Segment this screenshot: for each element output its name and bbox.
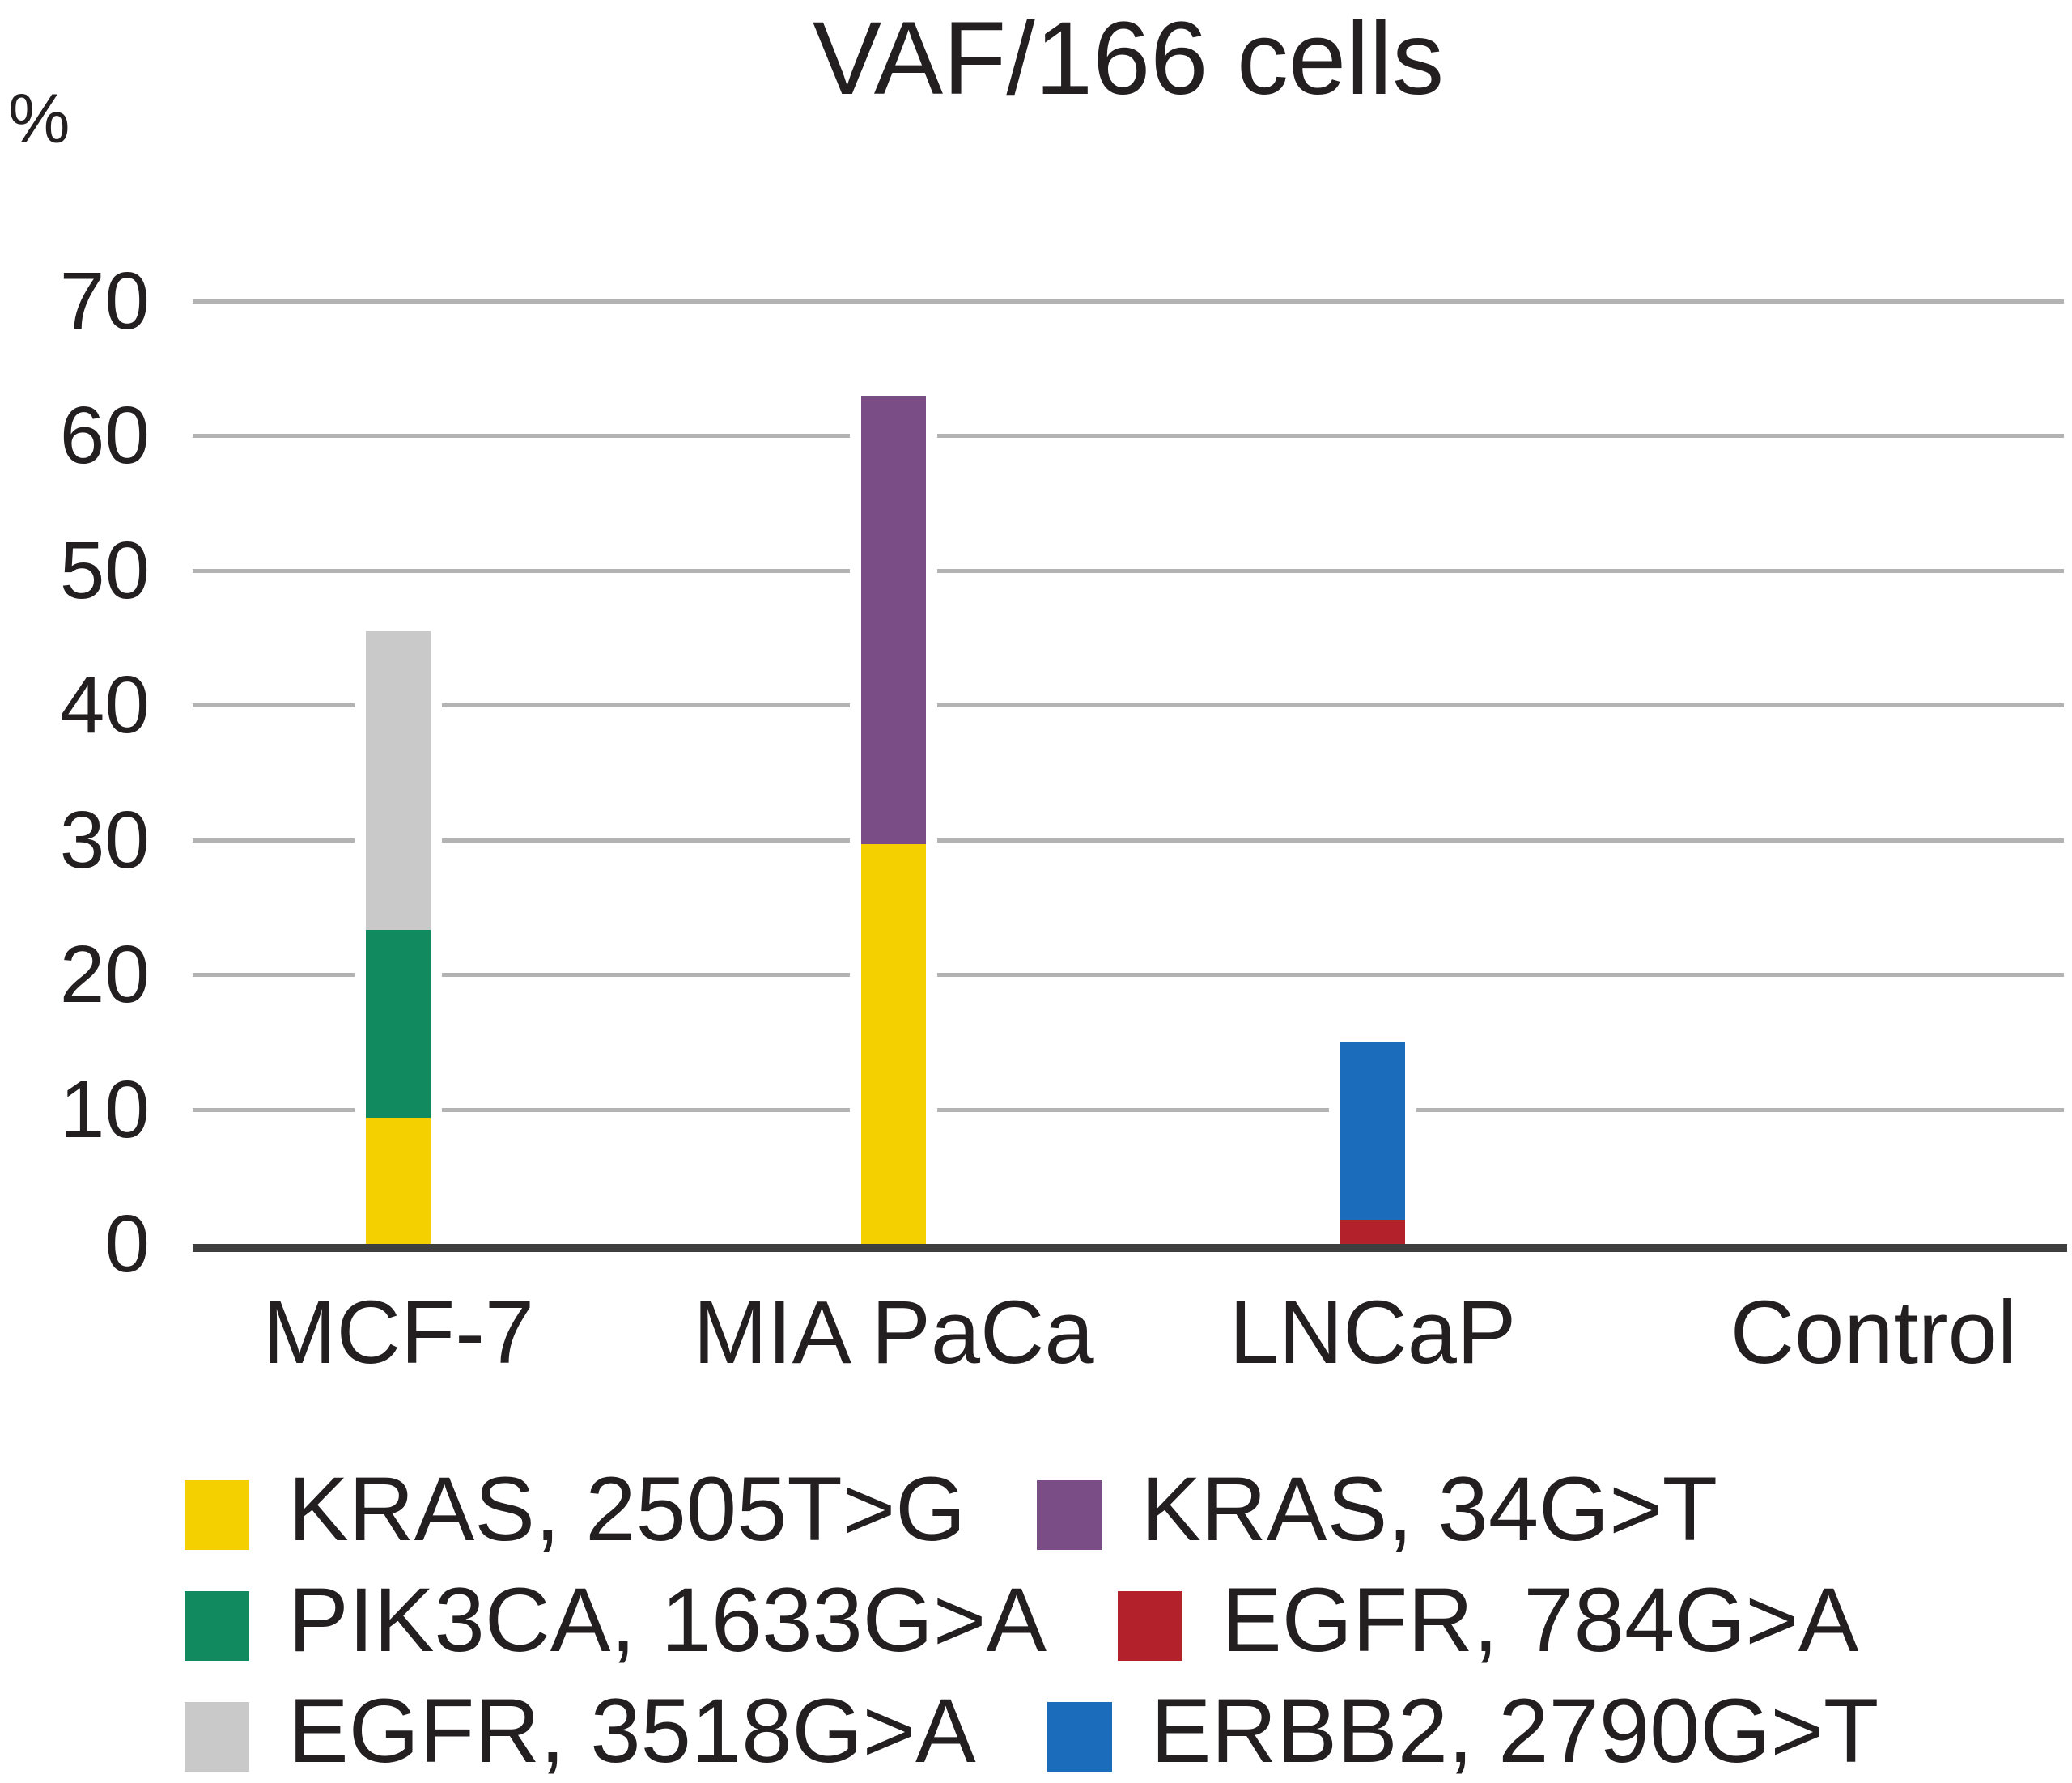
legend-swatch-icon <box>1037 1479 1102 1550</box>
legend-item: EGFR, 784G>A <box>1118 1568 1858 1672</box>
legend-label: KRAS, 34G>T <box>1140 1458 1718 1560</box>
plot-area <box>193 299 2067 1252</box>
bar-segment-MIA PaCa-KRAS <box>861 843 926 1244</box>
y-tick-60: 60 <box>59 390 150 482</box>
y-tick-10: 10 <box>59 1063 150 1155</box>
chart-title: VAF/166 cells <box>812 1 1445 117</box>
bar-segment-MIA PaCa-KRAS <box>861 395 926 844</box>
bar-segment-MCF-7-KRAS <box>366 1117 431 1244</box>
gridline-50 <box>193 568 2064 573</box>
y-axis-tick-labels: 0 10 20 30 40 50 60 70 <box>0 261 150 1284</box>
y-tick-20: 20 <box>59 929 150 1021</box>
legend-label: ERBB2, 2790G>T <box>1150 1680 1879 1781</box>
bar-LNCaP <box>1340 1042 1405 1244</box>
y-tick-50: 50 <box>59 524 150 616</box>
y-tick-40: 40 <box>59 660 150 751</box>
gridline-20 <box>193 973 2064 978</box>
legend-row-1: KRAS, 2505T>G KRAS, 34G>T <box>185 1457 1879 1561</box>
legend-label: EGFR, 3518G>A <box>288 1680 976 1781</box>
y-tick-0: 0 <box>104 1199 150 1289</box>
gridline-10 <box>193 1107 2064 1112</box>
legend-label: PIK3CA, 1633G>A <box>288 1569 1047 1671</box>
legend-swatch-icon <box>185 1590 249 1661</box>
legend-item: EGFR, 3518G>A <box>185 1679 976 1783</box>
legend: KRAS, 2505T>G KRAS, 34G>T PIK3CA, 1633G>A E… <box>185 1457 1879 1783</box>
bar-MCF-7 <box>366 630 431 1244</box>
x-label-MIA PaCa: MIA PaCa <box>693 1283 1094 1382</box>
legend-item: KRAS, 2505T>G <box>185 1457 966 1561</box>
legend-swatch-icon <box>185 1479 249 1550</box>
legend-row-3: EGFR, 3518G>A ERBB2, 2790G>T <box>185 1679 1879 1783</box>
legend-item: ERBB2, 2790G>T <box>1047 1679 1879 1783</box>
bar-segment-MCF-7-PIK3CA <box>366 930 431 1118</box>
gridline-30 <box>193 838 2064 843</box>
legend-label: EGFR, 784G>A <box>1221 1569 1859 1671</box>
gridline-40 <box>193 703 2064 708</box>
y-axis-unit-label: % <box>8 80 70 158</box>
legend-swatch-icon <box>1047 1701 1112 1772</box>
bar-segment-LNCaP-ERBB2 <box>1340 1042 1405 1221</box>
legend-item: KRAS, 34G>T <box>1037 1457 1717 1561</box>
gridline-70 <box>193 299 2064 304</box>
legend-swatch-icon <box>185 1701 249 1772</box>
y-tick-70: 70 <box>59 256 150 346</box>
bar-MIA PaCa <box>861 395 926 1244</box>
y-tick-30: 30 <box>59 794 150 885</box>
x-label-LNCaP: LNCaP <box>1229 1283 1517 1382</box>
legend-item: PIK3CA, 1633G>A <box>185 1568 1047 1672</box>
bar-segment-MCF-7-EGFR <box>366 630 431 931</box>
x-label-Control: Control <box>1730 1283 2018 1382</box>
x-axis-line <box>193 1244 2067 1252</box>
bar-segment-LNCaP-EGFR <box>1340 1220 1405 1244</box>
legend-label: KRAS, 2505T>G <box>288 1458 966 1560</box>
gridline-60 <box>193 434 2064 439</box>
legend-swatch-icon <box>1118 1590 1183 1661</box>
x-label-MCF-7: MCF-7 <box>261 1283 535 1382</box>
x-axis-category-labels: MCF-7 MIA PaCa LNCaP Control <box>193 1288 2064 1394</box>
legend-row-2: PIK3CA, 1633G>A EGFR, 784G>A <box>185 1568 1879 1672</box>
